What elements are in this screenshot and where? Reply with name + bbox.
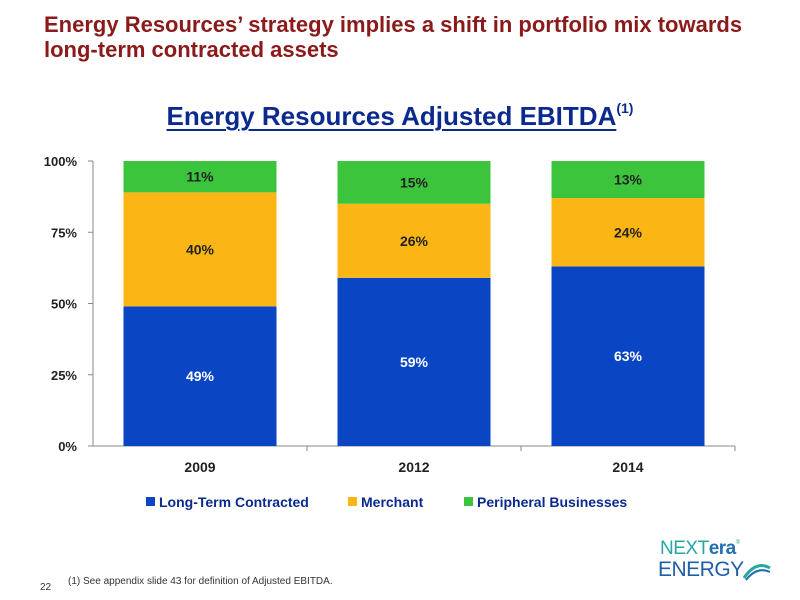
- bar-segment-peripheral-businesses: [123, 161, 277, 193]
- y-tick-label: 0%: [58, 439, 77, 454]
- legend-label: Long-Term Contracted: [159, 494, 309, 510]
- logo-swoosh-icon: [742, 564, 771, 581]
- page-number: 22: [40, 582, 52, 593]
- bar-segment-long-term-contracted: [123, 306, 277, 446]
- bar-segment-long-term-contracted: [337, 277, 491, 446]
- data-label: 26%: [400, 233, 429, 249]
- y-tick-label: 100%: [44, 154, 78, 169]
- bar-segment-merchant: [551, 198, 705, 267]
- chart-title: Energy Resources Adjusted EBITDA(1): [0, 100, 800, 132]
- bar-segment-merchant: [123, 192, 277, 307]
- nextera-energy-logo: NEXTera® ENERGY: [656, 536, 776, 586]
- data-label: 49%: [186, 368, 215, 384]
- y-tick-label: 50%: [51, 297, 77, 312]
- chart-title-footnote-marker: (1): [616, 100, 634, 116]
- y-tick-label: 25%: [51, 368, 77, 383]
- chart-legend: Long-Term Contracted Merchant Peripheral B…: [146, 494, 627, 510]
- data-label: 11%: [186, 169, 214, 185]
- chart-bars: 49% 40% 11% 59% 26% 15% 63% 24% 13%: [123, 161, 705, 446]
- data-label: 40%: [186, 241, 215, 257]
- data-label: 59%: [400, 354, 429, 370]
- footnote: (1) See appendix slide 43 for definition…: [68, 576, 333, 587]
- logo-text-top: NEXTera®: [660, 538, 740, 559]
- legend-swatch: [348, 497, 357, 506]
- x-tick-label: 2014: [612, 459, 643, 475]
- legend-swatch: [464, 497, 473, 506]
- data-label: 15%: [400, 174, 429, 190]
- slide-headline: Energy Resources’ strategy implies a shi…: [44, 12, 743, 62]
- bar-segment-long-term-contracted: [551, 266, 705, 446]
- logo-text-bottom: ENERGY: [658, 558, 744, 581]
- y-tick-label: 75%: [51, 225, 77, 240]
- bar-segment-merchant: [337, 203, 491, 278]
- bar-segment-peripheral-businesses: [337, 161, 491, 204]
- chart-title-text: Energy Resources Adjusted EBITDA: [166, 101, 617, 131]
- data-label: 13%: [614, 172, 643, 188]
- data-label: 63%: [614, 348, 643, 364]
- legend-label: Peripheral Businesses: [477, 494, 627, 510]
- x-tick-label: 2009: [184, 459, 215, 475]
- legend-label: Merchant: [361, 494, 424, 510]
- bar-segment-peripheral-businesses: [551, 161, 705, 199]
- x-tick-label: 2012: [398, 459, 429, 475]
- data-label: 24%: [614, 224, 643, 240]
- legend-swatch: [146, 497, 155, 506]
